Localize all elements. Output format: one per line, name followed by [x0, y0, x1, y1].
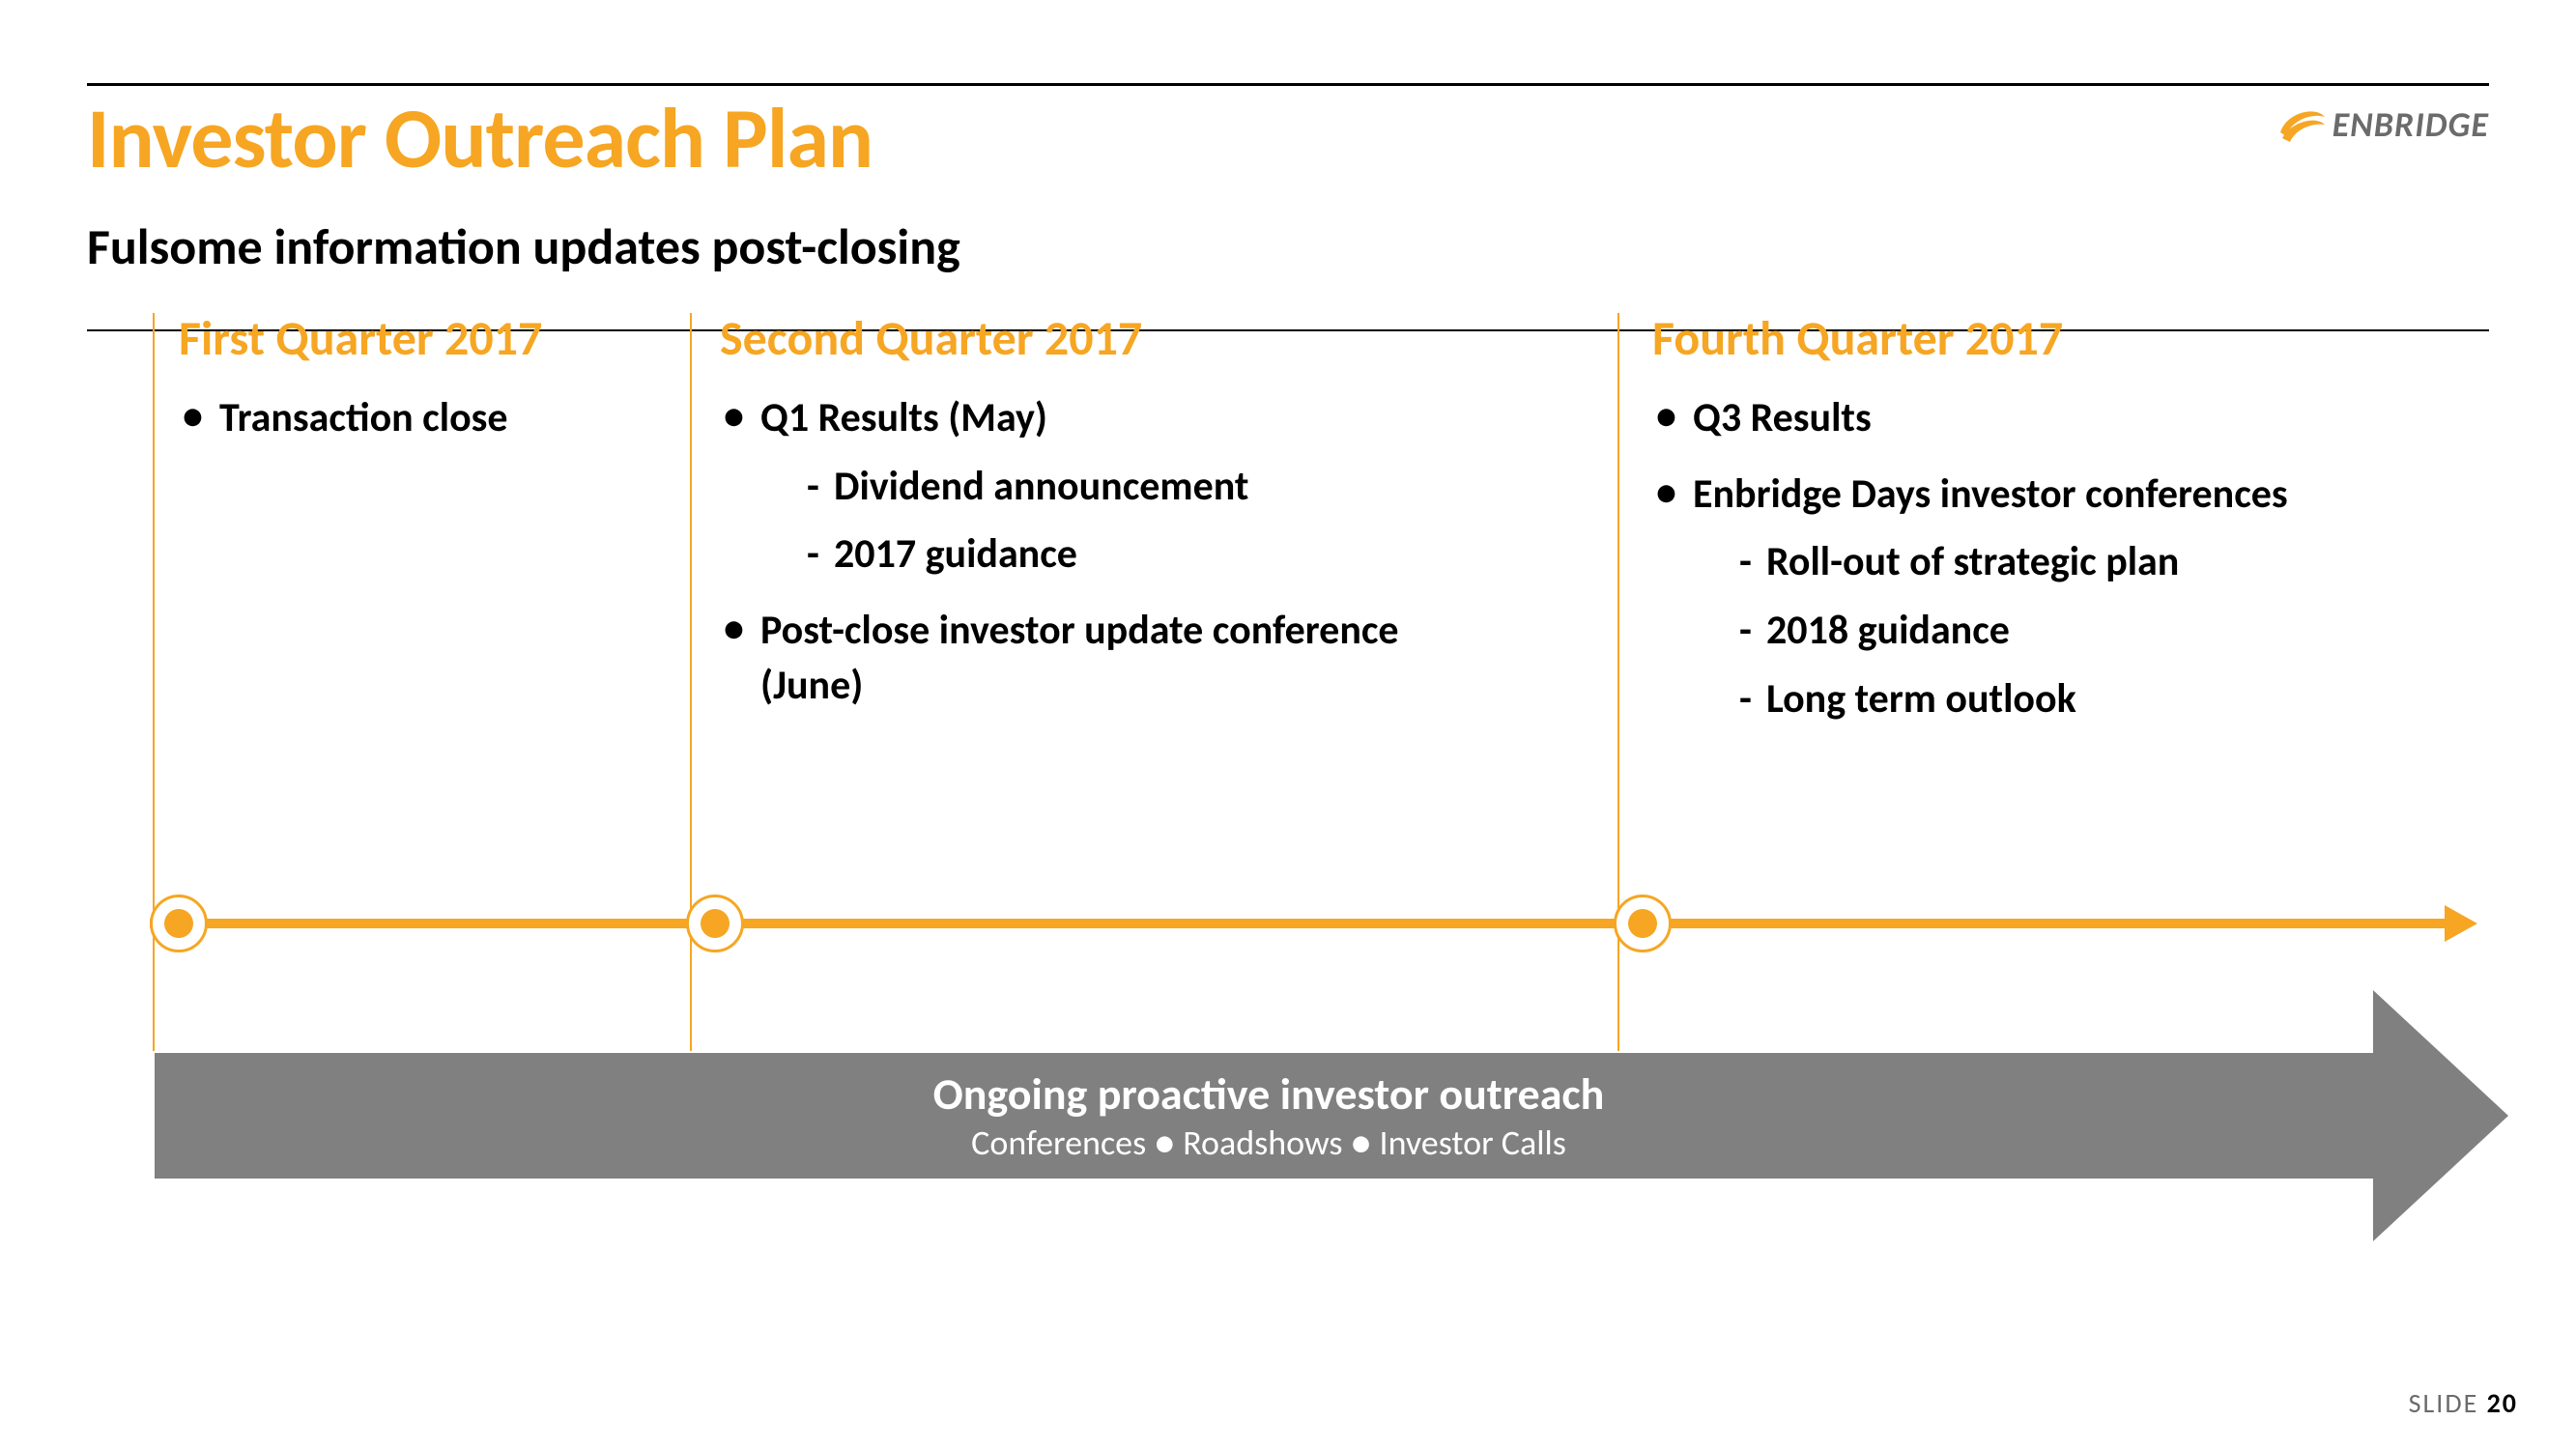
- sub-bullet-item: 2018 guidance: [1693, 604, 2387, 659]
- timeline-arrowhead-icon: [2445, 905, 2477, 942]
- enbridge-swoosh-icon: [2276, 103, 2327, 146]
- ongoing-title: Ongoing proactive investor outreach: [933, 1067, 1605, 1122]
- enbridge-logo: ENBRIDGE: [2276, 103, 2489, 146]
- slide-number: 20: [2487, 1386, 2518, 1420]
- page-title: Investor Outreach Plan: [87, 86, 873, 190]
- timeline-node: [686, 895, 744, 952]
- timeline-line: [150, 919, 2450, 928]
- timeline-node: [1614, 895, 1672, 952]
- logo-text: ENBRIDGE: [2333, 103, 2489, 146]
- ongoing-arrowhead-icon: [2373, 990, 2508, 1241]
- column-q4: Fourth Quarter 2017 Q3 Results Enbridge …: [1652, 309, 2387, 748]
- bullet-item: Enbridge Days investor conferences Roll-…: [1652, 468, 2387, 727]
- ongoing-subtitle: Conferences ● Roadshows ● Investor Calls: [971, 1122, 1566, 1164]
- bullet-item: Transaction close: [179, 391, 662, 446]
- slide-container: Investor Outreach Plan ENBRIDGE Fulsome …: [0, 0, 2576, 1449]
- bullet-list: Q1 Results (May) Dividend announcement 2…: [720, 391, 1454, 713]
- sub-bullet-list: Dividend announcement 2017 guidance: [760, 460, 1454, 582]
- slide-footer: SLIDE 20: [2409, 1386, 2518, 1420]
- ongoing-bar: Ongoing proactive investor outreach Conf…: [155, 1053, 2383, 1179]
- sub-bullet-list: Roll-out of strategic plan 2018 guidance…: [1693, 535, 2387, 726]
- bullet-item: Q3 Results: [1652, 391, 2387, 446]
- sub-bullet-item: Dividend announcement: [760, 460, 1454, 515]
- sub-bullet-item: Long term outlook: [1693, 672, 2387, 727]
- sub-bullet-item: Roll-out of strategic plan: [1693, 535, 2387, 590]
- column-title: First Quarter 2017: [179, 309, 662, 368]
- bullet-item: Q1 Results (May) Dividend announcement 2…: [720, 391, 1454, 582]
- sub-bullet-item: 2017 guidance: [760, 527, 1454, 582]
- bullet-item: Post-close investor update conference (J…: [720, 604, 1454, 713]
- column-q2: Second Quarter 2017 Q1 Results (May) Div…: [720, 309, 1454, 734]
- bullet-text: Enbridge Days investor conferences: [1693, 469, 2288, 519]
- page-subtitle: Fulsome information updates post-closing: [87, 215, 2489, 277]
- bullet-text: Q1 Results (May): [760, 393, 1047, 442]
- column-title: Second Quarter 2017: [720, 309, 1454, 368]
- quarter-columns: First Quarter 2017 Transaction close Sec…: [87, 309, 2489, 908]
- footer-label: SLIDE: [2409, 1386, 2479, 1420]
- bullet-list: Transaction close: [179, 391, 662, 446]
- ongoing-arrow: Ongoing proactive investor outreach Conf…: [155, 1053, 2489, 1179]
- bullet-list: Q3 Results Enbridge Days investor confer…: [1652, 391, 2387, 726]
- timeline-node: [150, 895, 208, 952]
- header-row: Investor Outreach Plan ENBRIDGE: [87, 86, 2489, 190]
- column-q1: First Quarter 2017 Transaction close: [179, 309, 662, 468]
- column-title: Fourth Quarter 2017: [1652, 309, 2387, 368]
